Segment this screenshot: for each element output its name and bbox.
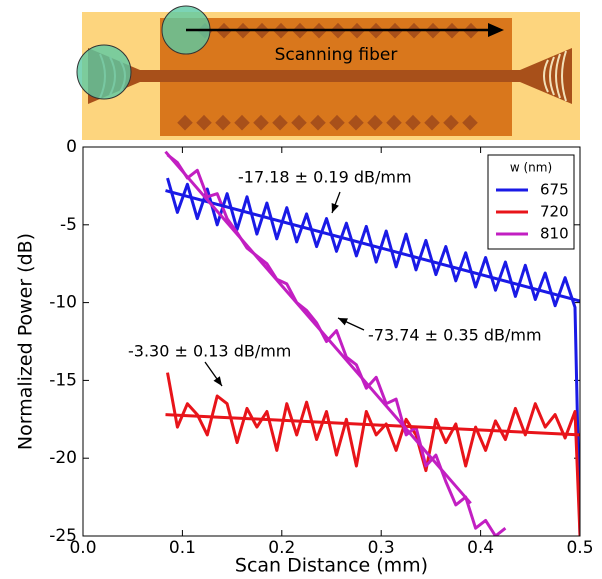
scan-arrow-head (488, 23, 504, 37)
grating-pad (234, 114, 250, 131)
x-tick-label: 0.4 (467, 538, 494, 558)
y-tick-label: 0 (66, 137, 77, 157)
grating-arc (549, 56, 555, 96)
series-line (166, 177, 580, 536)
grating-pad (196, 114, 212, 131)
annotation-arrow-head (213, 376, 222, 386)
series-line (166, 153, 507, 536)
grating-pad (215, 114, 231, 131)
device-diagram (76, 5, 580, 140)
x-tick-label: 0.2 (268, 538, 295, 558)
x-tick-label: 0.1 (169, 538, 196, 558)
fiber-spot (76, 44, 132, 100)
grating-arc (555, 53, 561, 99)
annotation-arrow-head (338, 318, 348, 326)
fit-line (165, 189, 580, 303)
annotation: -3.30 ± 0.13 dB/mm (128, 342, 291, 361)
legend-label: 675 (540, 181, 569, 199)
grating-arc (543, 59, 549, 93)
fit-line (165, 413, 580, 437)
grating-pad (177, 114, 193, 131)
annotation: -17.18 ± 0.19 dB/mm (238, 168, 412, 187)
annotation: -73.74 ± 0.35 dB/mm (368, 326, 542, 345)
x-axis-label: Scan Distance (mm) (235, 555, 428, 576)
waveguide (140, 70, 520, 82)
right-taper (520, 48, 572, 104)
x-tick-label: 0.0 (69, 538, 96, 558)
y-tick-label: -10 (49, 293, 77, 313)
annotation-arrow-head (331, 203, 339, 213)
y-tick-label: -5 (60, 215, 77, 235)
y-axis-label: Normalized Power (dB) (15, 233, 37, 450)
fit-line (164, 150, 472, 505)
x-tick-label: 0.3 (368, 538, 395, 558)
diagram-label: Scanning fiber (275, 45, 398, 65)
series-line (166, 372, 580, 536)
legend-label: 720 (540, 203, 569, 221)
x-tick-label: 0.5 (566, 538, 593, 558)
legend-label: 810 (540, 225, 569, 243)
plot-frame (82, 146, 581, 537)
grating-arc (561, 50, 567, 102)
y-tick-label: -20 (49, 448, 77, 468)
y-tick-label: -25 (49, 526, 77, 546)
y-tick-label: -15 (49, 370, 77, 390)
plot-lines (164, 150, 580, 536)
legend-title: w (nm) (510, 161, 552, 175)
